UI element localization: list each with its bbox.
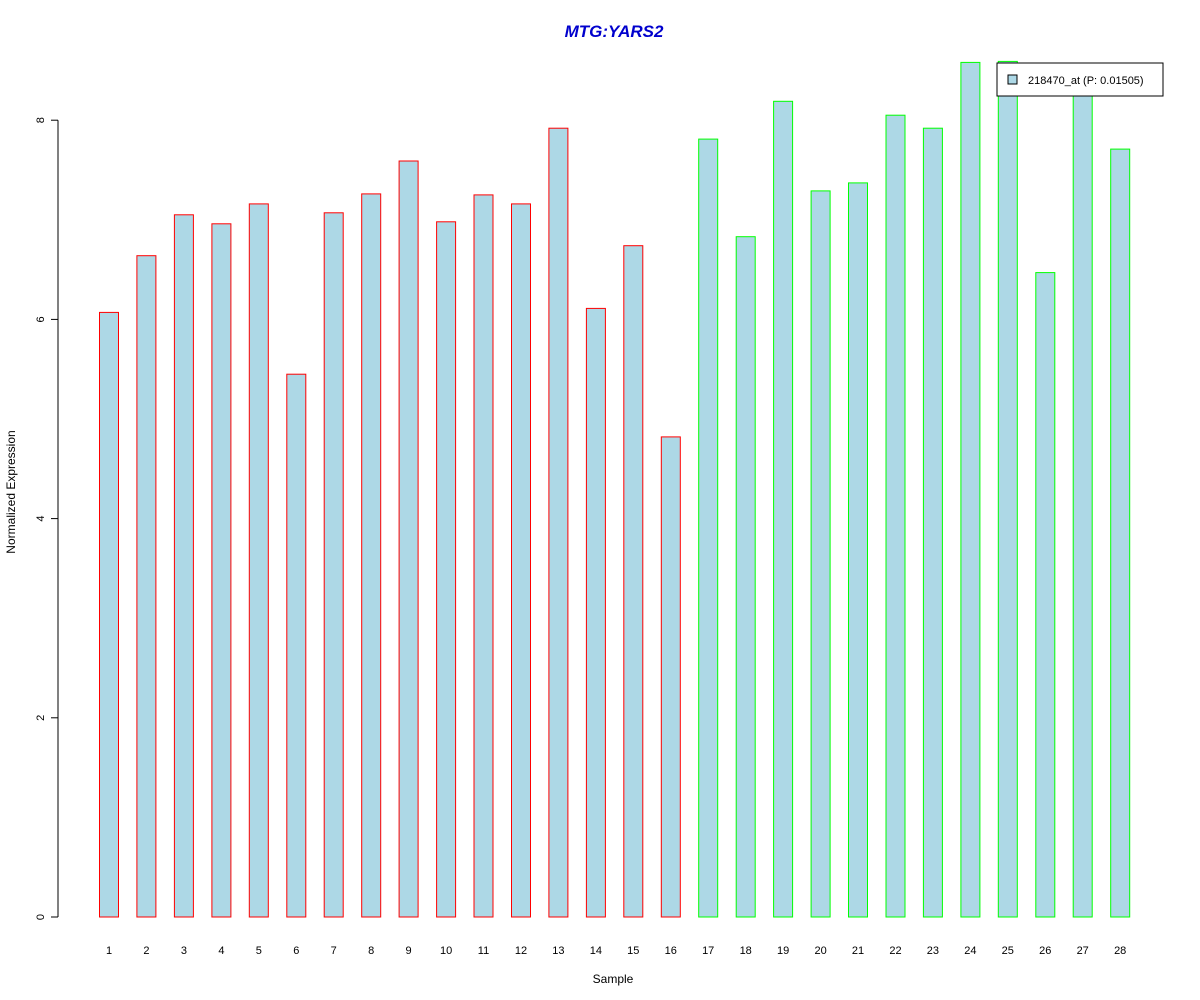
bar-sample-3 xyxy=(173,214,194,918)
bar-sample-17 xyxy=(698,138,719,918)
y-tick-label: 0 xyxy=(35,914,47,920)
bar-sample-20 xyxy=(810,190,831,918)
x-tick-label: 23 xyxy=(927,945,939,957)
x-tick-label: 4 xyxy=(218,945,224,957)
x-tick-label: 14 xyxy=(590,945,602,957)
bar-sample-1 xyxy=(99,311,119,918)
bar-sample-28 xyxy=(1110,148,1131,918)
x-tick-label: 5 xyxy=(256,945,262,957)
legend-box xyxy=(996,62,1164,97)
y-axis: 0 2 4 6 8 xyxy=(35,117,59,920)
bar-sample-10 xyxy=(436,221,457,918)
x-tick-label: 21 xyxy=(852,945,864,957)
x-axis-label: Sample xyxy=(593,972,634,986)
bar-sample-27 xyxy=(1072,88,1093,918)
bar-sample-5 xyxy=(248,203,269,918)
x-tick-label: 26 xyxy=(1039,945,1051,957)
x-tick-label: 15 xyxy=(627,945,639,957)
bar-sample-14 xyxy=(585,307,606,918)
legend-swatch xyxy=(1007,74,1018,85)
x-tick-label: 16 xyxy=(665,945,677,957)
x-tick-label: 28 xyxy=(1114,945,1126,957)
bar-sample-4 xyxy=(211,223,232,918)
x-tick-label: 11 xyxy=(478,945,489,957)
x-tick-label: 1 xyxy=(106,945,112,957)
x-axis-labels: 1 2 3 4 5 6 7 8 9 10 11 12 13 14 15 16 17 18 19 20 21 22 23 24 2… xyxy=(106,945,1126,957)
y-tick-label: 8 xyxy=(35,117,47,123)
x-tick-label: 20 xyxy=(814,945,826,957)
x-tick-label: 18 xyxy=(740,945,752,957)
y-tick-label: 6 xyxy=(35,316,47,322)
x-tick-label: 9 xyxy=(406,945,412,957)
bar-sample-23 xyxy=(922,127,943,918)
x-tick-label: 13 xyxy=(552,945,564,957)
legend: 218470_at (P: 0.01505) xyxy=(996,62,1164,97)
x-tick-label: 7 xyxy=(331,945,337,957)
bars-group xyxy=(99,60,1131,918)
y-axis-label: Normalized Expression xyxy=(4,430,18,553)
x-tick-label: 10 xyxy=(440,945,452,957)
x-tick-label: 12 xyxy=(515,945,527,957)
x-tick-label: 24 xyxy=(964,945,976,957)
bar-sample-18 xyxy=(735,236,756,918)
bar-sample-13 xyxy=(548,127,569,918)
bar-sample-6 xyxy=(286,373,307,918)
x-tick-label: 25 xyxy=(1002,945,1014,957)
x-tick-label: 17 xyxy=(702,945,714,957)
bar-sample-8 xyxy=(361,193,382,918)
bar-sample-19 xyxy=(773,100,794,918)
bar-sample-22 xyxy=(885,114,906,918)
x-tick-label: 19 xyxy=(777,945,789,957)
bar-sample-15 xyxy=(623,245,644,918)
x-tick-label: 8 xyxy=(368,945,374,957)
bar-sample-24 xyxy=(960,61,981,918)
bar-sample-12 xyxy=(511,203,531,918)
bar-sample-26 xyxy=(1035,272,1056,918)
bar-sample-2 xyxy=(136,255,157,918)
y-tick-label: 4 xyxy=(35,516,47,522)
x-tick-label: 3 xyxy=(181,945,187,957)
x-tick-label: 27 xyxy=(1077,945,1089,957)
bar-sample-7 xyxy=(323,212,344,918)
chart-title: MTG:YARS2 xyxy=(565,22,664,41)
x-tick-label: 6 xyxy=(293,945,299,957)
x-tick-label: 22 xyxy=(889,945,901,957)
y-tick-label: 2 xyxy=(35,715,47,721)
x-tick-label: 2 xyxy=(143,945,149,957)
legend-entry-label: 218470_at (P: 0.01505) xyxy=(1028,75,1144,87)
bar-sample-16 xyxy=(660,436,681,918)
bar-sample-25 xyxy=(997,60,1018,918)
bar-sample-21 xyxy=(848,182,868,918)
bar-sample-9 xyxy=(398,160,419,918)
bar-sample-11 xyxy=(473,194,494,918)
